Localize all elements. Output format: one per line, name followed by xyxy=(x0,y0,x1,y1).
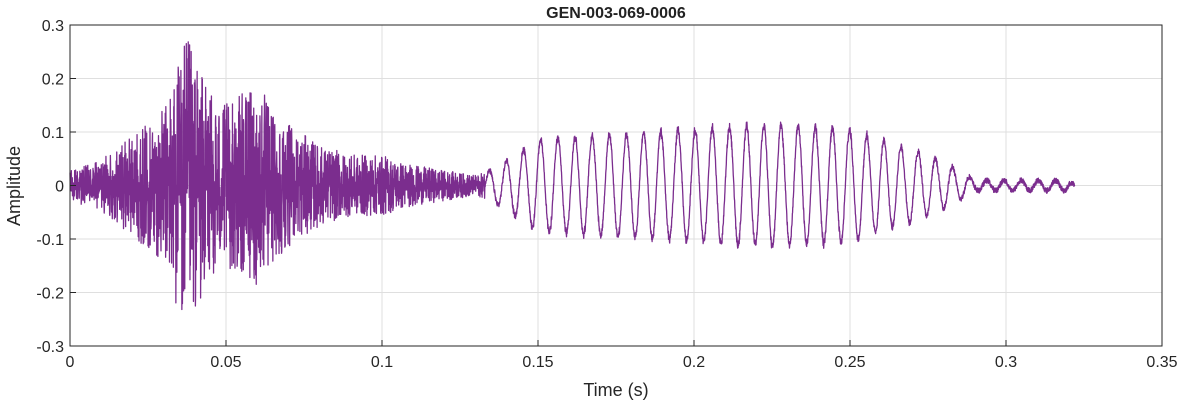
y-axis-label: Amplitude xyxy=(4,146,24,226)
chart-title: GEN-003-069-0006 xyxy=(546,5,686,22)
y-tick-label: -0.3 xyxy=(36,339,64,356)
x-tick-label: 0.25 xyxy=(834,354,865,371)
x-tick-label: 0 xyxy=(66,354,75,371)
y-tick-label: 0 xyxy=(55,179,64,196)
y-tick-label: 0.3 xyxy=(42,18,64,35)
x-tick-label: 0.2 xyxy=(683,354,705,371)
y-tick-label: 0.1 xyxy=(42,125,64,142)
x-tick-label: 0.05 xyxy=(210,354,241,371)
x-tick-label: 0.15 xyxy=(522,354,553,371)
x-tick-label: 0.1 xyxy=(371,354,393,371)
y-tick-label: -0.1 xyxy=(36,232,64,249)
series-line xyxy=(69,41,1076,311)
y-tick-label: -0.2 xyxy=(36,286,64,303)
x-tick-label: 0.35 xyxy=(1146,354,1177,371)
axis-ticks: 0 0.05 0.1 0.15 0.2 0.25 0.3 0.35 -0.3 -0.2 -0.1 0 0… xyxy=(36,18,1177,371)
y-tick-label: 0.2 xyxy=(42,72,64,89)
x-tick-label: 0.3 xyxy=(995,354,1017,371)
x-axis-label: Time (s) xyxy=(583,380,648,400)
